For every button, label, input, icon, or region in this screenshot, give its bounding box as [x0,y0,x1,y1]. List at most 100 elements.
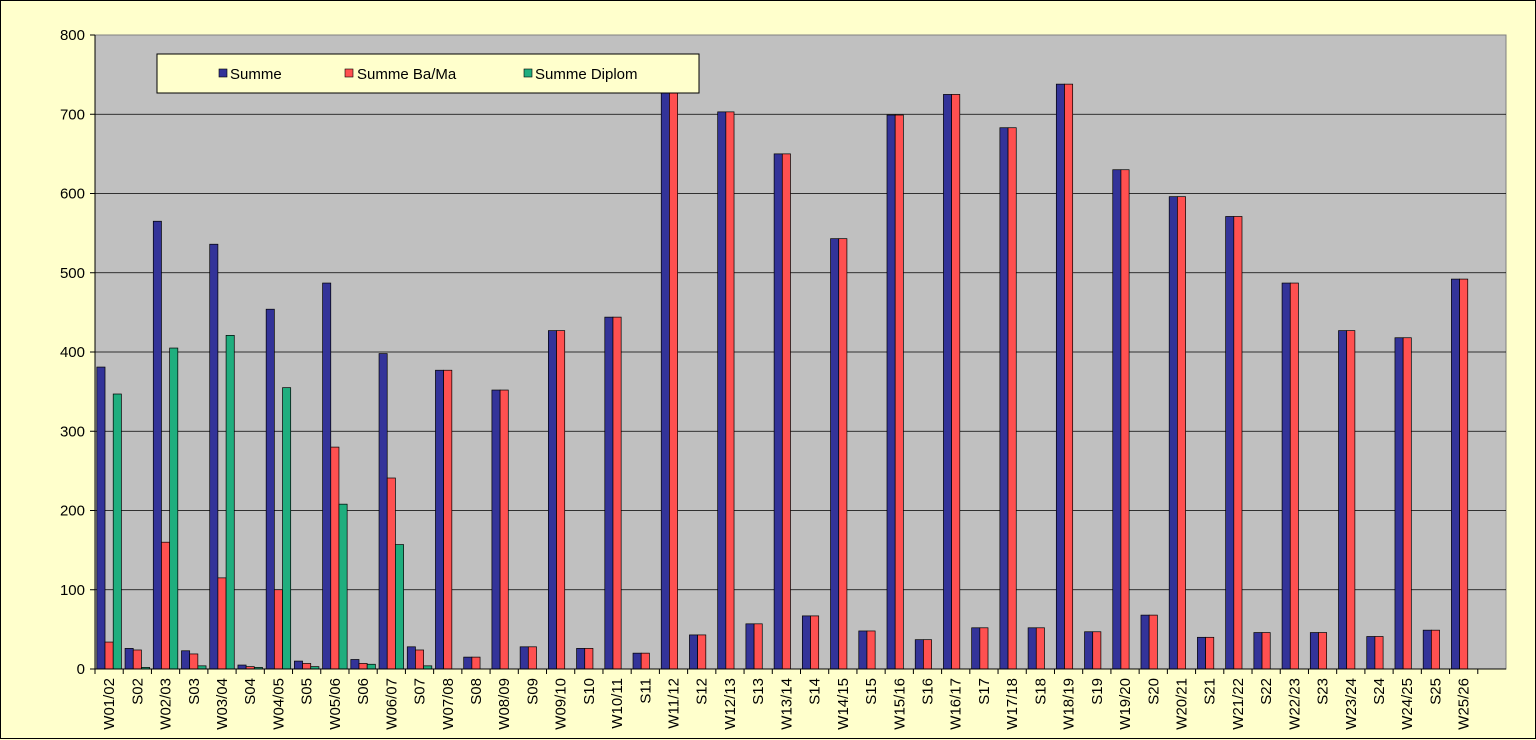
x-tick-label: S24 [1371,678,1388,705]
x-tick-label: S04 [242,678,259,705]
bar-summe-diplom [395,544,404,670]
bar-summe [152,220,162,670]
bar-summe-ba-ma [1261,632,1271,670]
x-tick-label: W08/09 [496,678,513,730]
bar-summe [519,646,529,670]
x-tick-label: S11 [637,678,654,704]
bar-summe-ba-ma [527,646,537,670]
bar-summe-ba-ma [499,389,509,670]
x-tick-label: S05 [299,678,316,705]
bar-summe-ba-ma [1007,127,1017,670]
x-tick-label: W09/10 [553,678,570,730]
x-tick-labels: W01/02 S02 W02/03 S03 W03/04 S04 W04/05 S05 W05/… [94,669,1479,730]
bar-summe [1027,627,1037,670]
bar-summe [350,659,360,670]
bar-summe-ba-ma [1064,83,1074,670]
bar-summe [181,650,191,670]
x-tick-label: W03/04 [214,678,231,730]
bar-summe-ba-ma [866,630,876,670]
bar-summe [773,153,783,670]
y-tick-label: 100 [60,582,85,599]
bar-summe-ba-ma [1346,330,1356,670]
bar-summe [660,90,670,670]
x-tick-label: W02/03 [158,678,175,730]
bar-summe [491,389,501,670]
bar-summe-ba-ma [810,615,820,670]
y-tick-labels: 0 100 200 300 400 500 600 700 800 [60,27,95,678]
bar-summe-ba-ma [951,94,961,670]
bar-summe [971,627,981,670]
bar-summe-ba-ma [330,446,340,670]
bar-summe-diplom [282,387,292,670]
bar-summe [378,353,388,670]
bar-summe-ba-ma [1402,337,1412,670]
bar-summe-ba-ma [471,656,481,670]
x-tick-label: S08 [468,678,485,705]
bar-summe [435,369,445,670]
bar-summe-ba-ma [1431,629,1440,670]
x-tick-label: S14 [807,678,824,705]
x-tick-label: S13 [750,678,767,705]
bar-summe-ba-ma [979,627,989,670]
bar-summe [1253,632,1263,670]
legend-swatch-summe-bama [344,68,354,78]
bar-summe-ba-ma [386,477,396,670]
bar-summe-ba-ma [612,316,622,670]
x-tick-label: W20/21 [1173,678,1190,730]
y-tick-label: 0 [77,661,85,678]
bar-summe-ba-ma [1035,627,1045,670]
x-tick-label: W15/16 [891,678,908,730]
bar-summe-ba-ma [669,90,678,670]
bar-summe-ba-ma [273,589,283,670]
bar-summe [96,366,106,670]
legend-label-summe: Summe [230,66,282,83]
x-tick-label: W05/06 [327,678,344,730]
x-tick-label: S10 [581,678,598,705]
bar-summe [576,648,586,670]
x-tick-label: S23 [1315,678,1332,705]
bar-summe [1197,636,1206,670]
bar-summe-ba-ma [358,663,368,670]
bar-summe [1168,196,1178,670]
bar-summe [1140,614,1150,670]
bar-summe [1394,337,1404,670]
bar-summe [999,127,1009,670]
bar-summe [830,238,840,670]
legend-box [156,53,700,94]
x-tick-label: W01/02 [101,678,118,730]
bar-summe [632,652,642,670]
x-tick-label: W13/14 [778,678,795,730]
bar-summe-ba-ma [1092,631,1102,670]
bar-summe-ba-ma [1148,614,1158,670]
bar-summe-diplom [169,347,179,670]
bar-summe [1055,83,1065,670]
bar-summe-ba-ma [725,111,735,670]
bar-summe [1084,631,1094,670]
x-tick-label: S02 [129,678,146,705]
bar-summe [1112,169,1122,670]
bar-summe-ba-ma [640,652,650,670]
x-tick-label: S19 [1089,678,1106,705]
bar-summe [604,316,614,670]
bar-summe-ba-ma [189,653,199,670]
bar-summe-diplom [366,663,376,670]
bar-summe [124,648,134,670]
bar-summe [265,308,275,670]
bar-summe-ba-ma [1120,169,1130,670]
bar-summe [1451,278,1460,670]
bar-summe [237,664,247,670]
x-tick-label: W12/13 [722,678,739,730]
bar-summe [209,243,219,670]
legend-label-summe-bama: Summe Ba/Ma [357,66,457,83]
x-tick-label: W10/11 [609,678,626,729]
x-tick-label: S12 [694,678,711,705]
legend-swatch-summe [218,68,228,78]
x-tick-label: S16 [919,678,936,705]
bar-summe-ba-ma [753,623,763,670]
x-tick-label: W23/24 [1343,678,1360,730]
bar-summe [1422,629,1432,670]
bar-summe [463,656,473,670]
legend-swatch-summe-diplom [523,68,533,78]
y-tick-label: 600 [60,186,85,203]
bar-summe [548,330,557,670]
